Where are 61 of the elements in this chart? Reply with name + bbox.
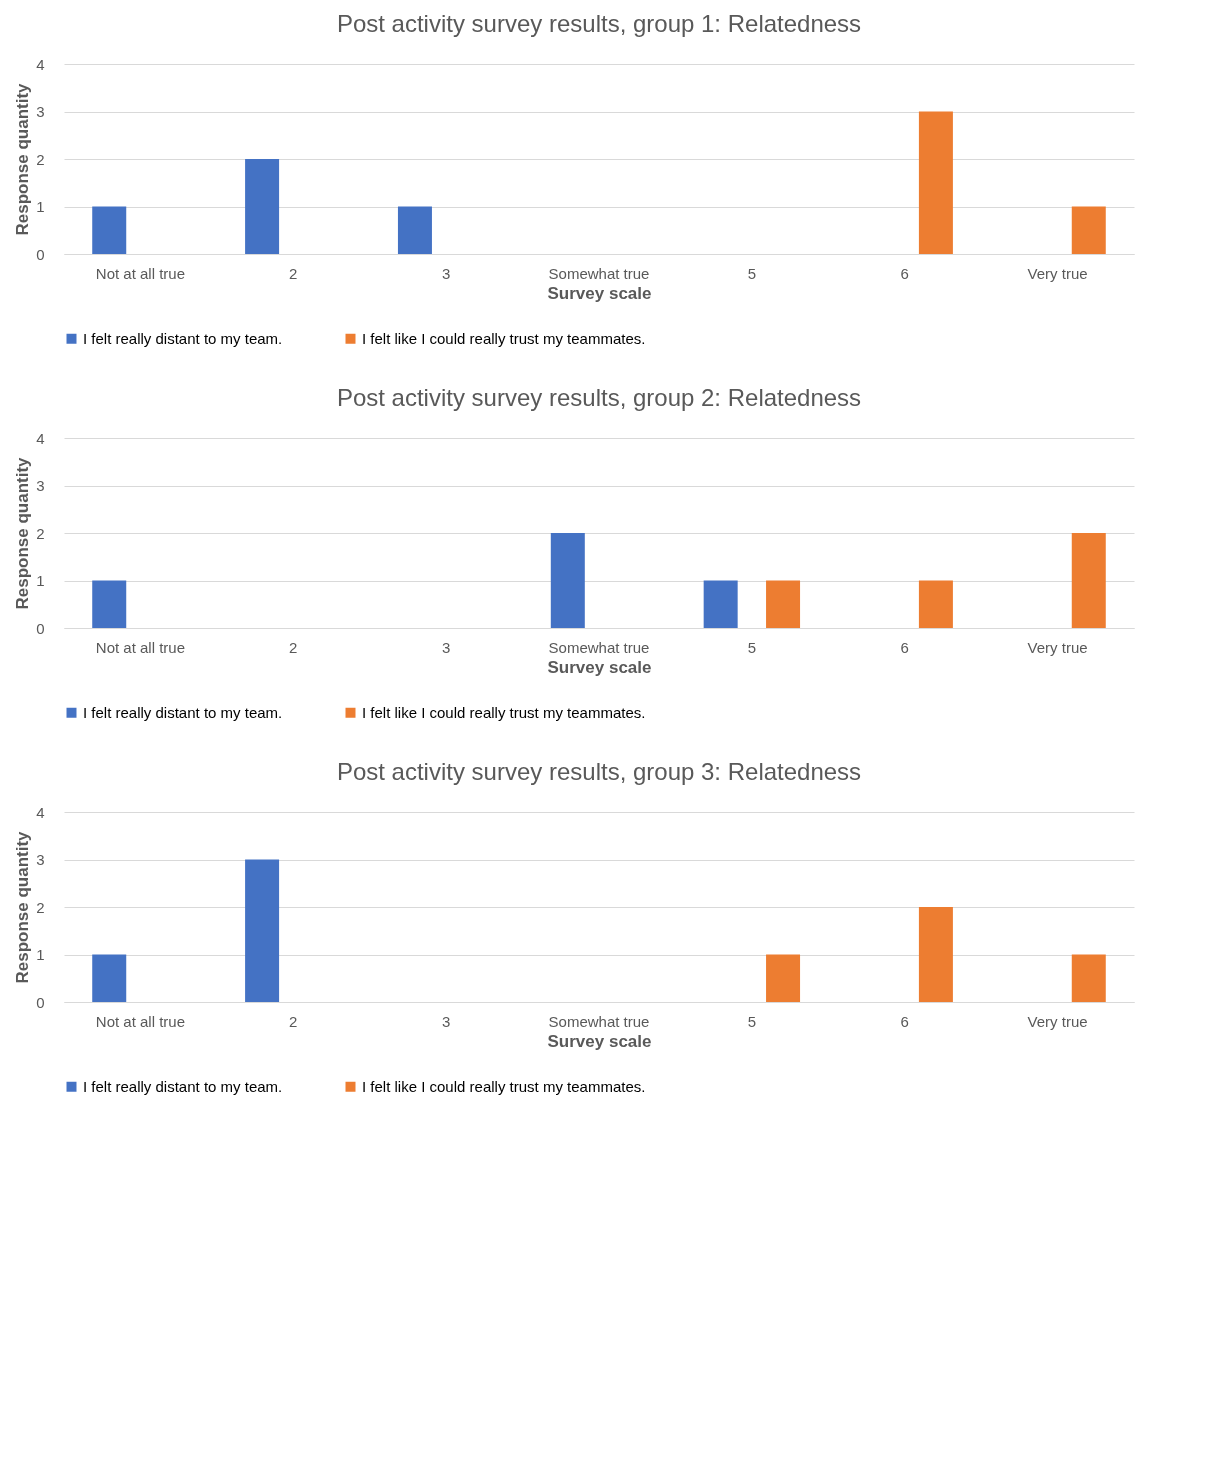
legend-label: I felt really distant to my team. — [83, 329, 283, 347]
legend-label: I felt like I could really trust my teammates. — [362, 703, 646, 721]
y-axis-title: Response quantity — [13, 456, 33, 610]
x-tick-label: 3 — [441, 1012, 451, 1030]
x-tick-label: 2 — [289, 638, 298, 656]
y-tick-label: 2 — [36, 898, 45, 916]
y-tick-label: 0 — [36, 619, 45, 637]
y-tick-label: 2 — [36, 150, 45, 168]
y-tick-label: 1 — [36, 198, 45, 215]
y-tick-label: 2 — [36, 524, 45, 542]
x-tick-label: Very true — [1027, 638, 1088, 656]
x-axis-title: Survey scale — [547, 283, 652, 303]
y-axis-title: Response quantity — [13, 82, 33, 236]
x-tick-label: 3 — [441, 638, 451, 656]
x-tick-label: 6 — [900, 1012, 909, 1030]
legend-label: I felt like I could really trust my teammates. — [362, 1077, 646, 1095]
x-axis-title: Survey scale — [547, 657, 652, 677]
x-tick-label: Somewhat true — [548, 264, 650, 282]
y-tick-label: 4 — [36, 429, 45, 447]
bar — [1071, 954, 1106, 1002]
y-tick-label: 1 — [36, 946, 45, 963]
y-tick-label: 4 — [36, 55, 45, 73]
x-tick-label: Very true — [1027, 1012, 1088, 1030]
y-tick-label: 1 — [36, 572, 45, 589]
bar — [92, 954, 127, 1002]
chart-title: Post activity survey results, group 1: Relatedness — [336, 10, 862, 37]
x-tick-label: 5 — [747, 1012, 757, 1030]
y-tick-label: 3 — [36, 103, 45, 120]
x-tick-label: 2 — [289, 1012, 298, 1030]
x-tick-label: Not at all true — [95, 1012, 186, 1030]
legend-label: I felt really distant to my team. — [83, 1077, 283, 1095]
bar — [245, 159, 280, 254]
chart-title: Post activity survey results, group 2: Relatedness — [336, 384, 862, 411]
x-tick-label: 2 — [289, 264, 298, 282]
bar — [245, 859, 280, 1002]
x-tick-label: Very true — [1027, 264, 1088, 282]
x-tick-label: 5 — [747, 264, 757, 282]
x-axis-title: Survey scale — [547, 1031, 652, 1051]
legend-label: I felt like I could really trust my teammates. — [362, 329, 646, 347]
bar — [397, 206, 432, 254]
x-tick-label: 6 — [900, 264, 909, 282]
x-tick-label: Somewhat true — [548, 638, 650, 656]
legend-label: I felt really distant to my team. — [83, 703, 283, 721]
x-tick-label: 5 — [747, 638, 757, 656]
x-tick-label: 3 — [441, 264, 451, 282]
y-tick-label: 3 — [36, 477, 45, 494]
y-tick-label: 4 — [36, 803, 45, 821]
y-tick-label: 0 — [36, 993, 45, 1011]
x-tick-label: Not at all true — [95, 264, 186, 282]
bar — [1071, 206, 1106, 254]
y-axis-title: Response quantity — [13, 830, 33, 984]
bar — [918, 111, 953, 254]
bar — [92, 206, 127, 254]
y-tick-label: 3 — [36, 851, 45, 868]
x-tick-label: 6 — [900, 638, 909, 656]
bar — [918, 907, 953, 1002]
x-tick-label: Somewhat true — [548, 1012, 650, 1030]
y-tick-label: 0 — [36, 245, 45, 263]
bar — [766, 954, 801, 1002]
chart-title: Post activity survey results, group 3: Relatedness — [336, 758, 862, 785]
x-tick-label: Not at all true — [95, 638, 186, 656]
